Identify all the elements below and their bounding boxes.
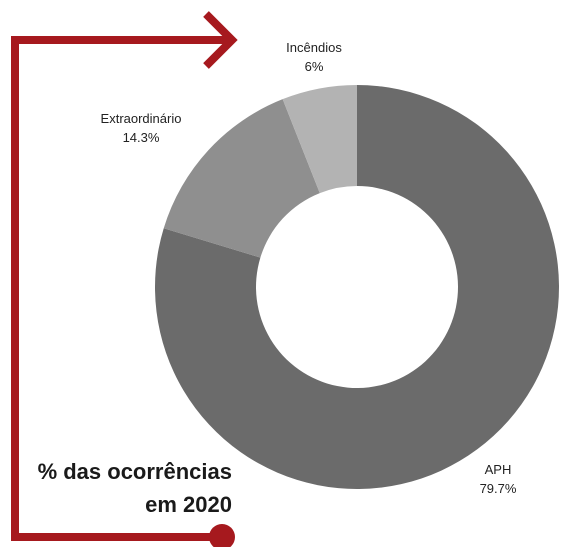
- end-dot-icon: [209, 524, 235, 547]
- slice-category-label: Extraordinário: [101, 111, 182, 126]
- chart-caption: % das ocorrências em 2020: [38, 455, 232, 521]
- slice-value-label: 6%: [305, 59, 324, 74]
- slice-category-label: APH: [485, 462, 512, 477]
- slice-extraordinario: [163, 99, 320, 258]
- slice-labels: APH 79.7% Extraordinário 14.3% Incêndios 6%: [101, 40, 517, 496]
- caption-line-1: % das ocorrências: [37, 459, 232, 484]
- bracket-decoration: [11, 11, 238, 547]
- arrow-head-icon: [203, 11, 238, 69]
- bracket-line: [11, 36, 230, 541]
- slice-value-label: 14.3%: [123, 130, 160, 145]
- slice-category-label: Incêndios: [286, 40, 342, 55]
- caption-line-2: em 2020: [145, 492, 232, 517]
- donut-slices: [155, 85, 560, 489]
- slice-aph: [155, 85, 560, 489]
- slice-incendios: [282, 85, 357, 194]
- slice-value-label: 79.7%: [480, 481, 517, 496]
